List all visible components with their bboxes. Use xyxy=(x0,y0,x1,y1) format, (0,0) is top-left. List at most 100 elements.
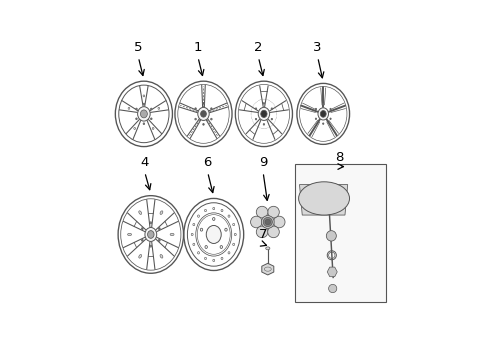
Ellipse shape xyxy=(158,107,160,109)
Ellipse shape xyxy=(160,255,163,258)
Ellipse shape xyxy=(200,228,203,231)
Ellipse shape xyxy=(170,233,174,236)
Ellipse shape xyxy=(263,103,264,104)
Text: 2: 2 xyxy=(254,41,262,54)
Ellipse shape xyxy=(143,95,144,97)
Text: 3: 3 xyxy=(313,41,321,54)
Ellipse shape xyxy=(227,252,229,254)
Text: 5: 5 xyxy=(134,41,142,54)
Ellipse shape xyxy=(255,119,256,120)
Ellipse shape xyxy=(210,108,212,109)
Ellipse shape xyxy=(206,225,221,243)
Ellipse shape xyxy=(315,118,316,119)
Ellipse shape xyxy=(135,118,137,120)
Ellipse shape xyxy=(260,110,266,117)
Ellipse shape xyxy=(195,108,196,109)
Ellipse shape xyxy=(271,119,272,120)
Ellipse shape xyxy=(158,239,160,241)
Ellipse shape xyxy=(255,108,256,109)
Ellipse shape xyxy=(194,108,196,109)
Ellipse shape xyxy=(137,107,150,121)
Ellipse shape xyxy=(204,246,207,248)
Ellipse shape xyxy=(317,108,328,120)
Circle shape xyxy=(264,219,270,225)
Ellipse shape xyxy=(136,108,137,109)
Ellipse shape xyxy=(152,127,154,130)
Ellipse shape xyxy=(160,211,163,215)
Ellipse shape xyxy=(139,255,142,258)
Text: 4: 4 xyxy=(140,156,149,169)
Ellipse shape xyxy=(140,110,147,118)
Ellipse shape xyxy=(315,118,316,120)
Ellipse shape xyxy=(210,118,212,120)
Ellipse shape xyxy=(134,127,135,130)
Ellipse shape xyxy=(320,111,325,117)
Ellipse shape xyxy=(204,257,206,260)
Ellipse shape xyxy=(141,228,143,230)
Ellipse shape xyxy=(322,123,323,124)
Ellipse shape xyxy=(150,246,151,247)
Ellipse shape xyxy=(255,118,256,120)
Ellipse shape xyxy=(221,209,223,212)
Ellipse shape xyxy=(232,223,234,226)
Ellipse shape xyxy=(150,222,151,223)
Ellipse shape xyxy=(143,123,144,125)
Ellipse shape xyxy=(191,233,193,236)
Ellipse shape xyxy=(212,259,214,262)
Text: 1: 1 xyxy=(193,41,202,54)
Ellipse shape xyxy=(329,108,330,110)
Ellipse shape xyxy=(127,233,131,236)
Ellipse shape xyxy=(200,111,206,117)
Ellipse shape xyxy=(271,108,272,109)
Ellipse shape xyxy=(135,108,137,110)
Ellipse shape xyxy=(232,243,234,246)
Ellipse shape xyxy=(212,217,215,220)
Polygon shape xyxy=(261,263,273,275)
Circle shape xyxy=(250,216,262,228)
Ellipse shape xyxy=(325,231,336,241)
Ellipse shape xyxy=(139,211,142,215)
Polygon shape xyxy=(326,267,337,277)
Ellipse shape xyxy=(150,108,152,110)
Ellipse shape xyxy=(147,231,154,238)
Ellipse shape xyxy=(263,103,264,104)
Ellipse shape xyxy=(265,247,269,250)
Ellipse shape xyxy=(128,107,129,109)
Ellipse shape xyxy=(197,107,209,121)
Ellipse shape xyxy=(255,108,256,109)
Ellipse shape xyxy=(192,243,194,246)
Ellipse shape xyxy=(203,103,204,104)
Ellipse shape xyxy=(144,228,156,242)
Ellipse shape xyxy=(150,118,152,120)
Ellipse shape xyxy=(258,107,269,121)
Ellipse shape xyxy=(203,123,204,125)
Ellipse shape xyxy=(192,223,194,226)
Text: 8: 8 xyxy=(334,151,343,164)
Ellipse shape xyxy=(143,103,144,105)
Ellipse shape xyxy=(329,118,330,119)
Ellipse shape xyxy=(197,252,199,254)
Ellipse shape xyxy=(194,118,196,120)
Circle shape xyxy=(273,216,285,228)
Ellipse shape xyxy=(159,228,160,229)
Ellipse shape xyxy=(234,233,236,236)
Ellipse shape xyxy=(158,228,160,230)
Ellipse shape xyxy=(322,103,323,105)
Bar xyxy=(294,164,385,302)
Text: 9: 9 xyxy=(258,156,267,169)
Circle shape xyxy=(267,206,279,218)
Ellipse shape xyxy=(141,239,143,241)
Ellipse shape xyxy=(221,257,223,260)
Ellipse shape xyxy=(150,245,151,247)
Ellipse shape xyxy=(204,209,206,212)
Ellipse shape xyxy=(212,207,214,210)
Text: 7: 7 xyxy=(258,228,267,242)
Circle shape xyxy=(261,216,274,228)
Ellipse shape xyxy=(220,246,222,248)
Ellipse shape xyxy=(150,222,151,224)
Ellipse shape xyxy=(159,240,160,241)
Polygon shape xyxy=(299,185,347,215)
Circle shape xyxy=(267,226,279,238)
Ellipse shape xyxy=(315,108,316,110)
Circle shape xyxy=(256,206,267,218)
